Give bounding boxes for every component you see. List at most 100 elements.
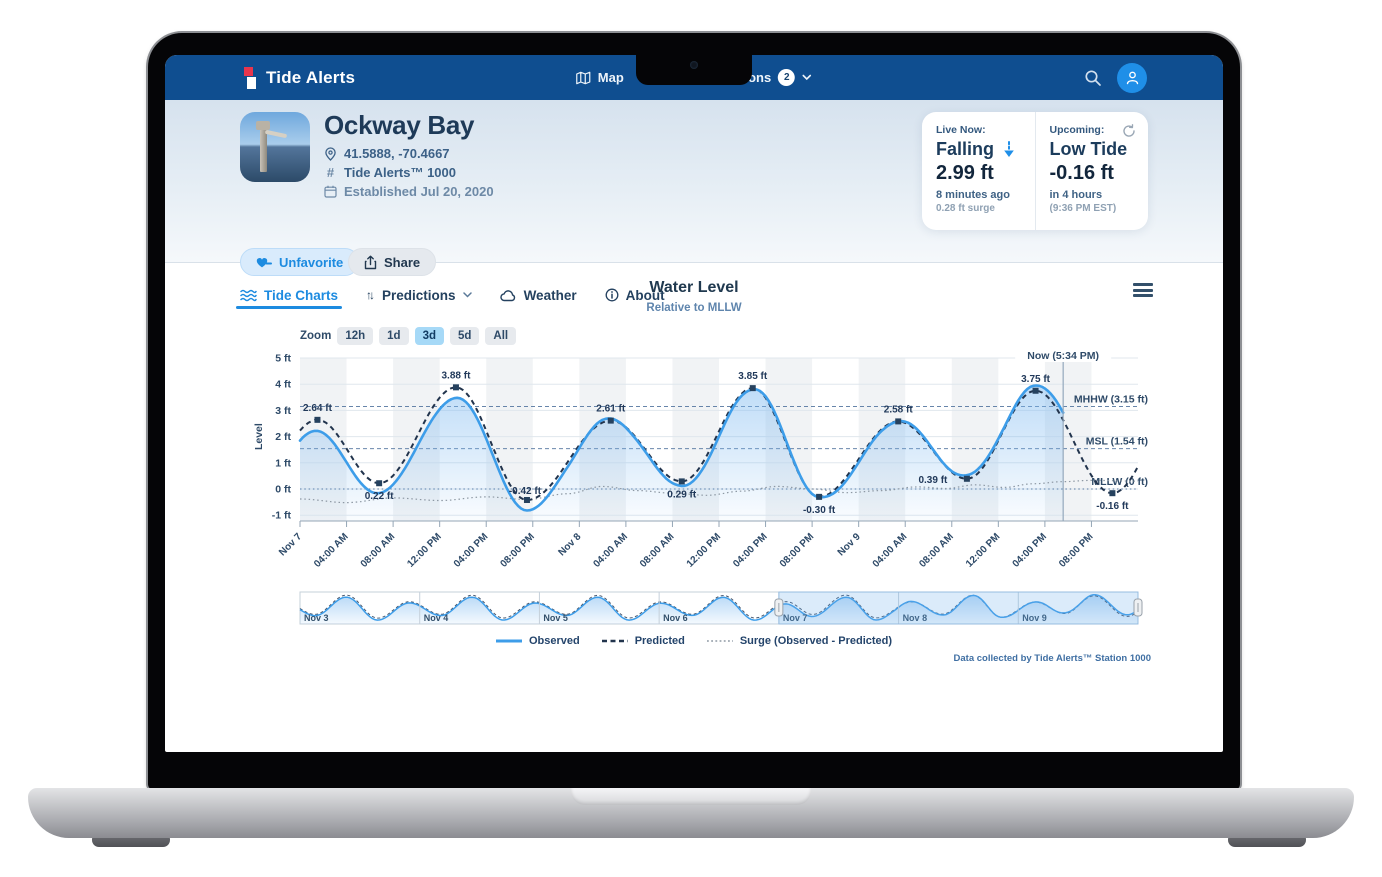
live-conditions-card: Live Now: Falling 2.99 ft 8 minutes ago … (922, 112, 1148, 230)
extreme-label: -0.42 ft (509, 486, 542, 497)
zoom-controls: Zoom 12h 1d 3d 5d All (300, 327, 517, 345)
x-axis-label: 08:00 AM (359, 531, 398, 570)
x-axis-label: Nov 9 (836, 531, 863, 558)
laptop-notch (636, 55, 752, 85)
nav-map-label: Map (597, 70, 624, 85)
search-icon[interactable] (1084, 69, 1102, 87)
nav-item-map[interactable]: Map (576, 70, 624, 85)
surge-line (300, 479, 1138, 504)
legend-observed[interactable]: Observed (495, 635, 580, 647)
navigator-day-label: Nov 6 (663, 613, 688, 623)
observed-line (298, 384, 1065, 512)
chevron-down-icon (462, 292, 472, 298)
tab-about[interactable]: About (605, 282, 665, 308)
x-axis-label: Nov 8 (556, 531, 583, 558)
zoom-option-5d[interactable]: 5d (449, 327, 480, 345)
info-icon (605, 288, 619, 302)
extreme-marker (1109, 490, 1116, 497)
navigator-selection[interactable] (778, 591, 1139, 625)
extreme-label: 2.58 ft (884, 404, 914, 415)
navigator-day-label: Nov 9 (1022, 613, 1047, 623)
navigator-day-label: Nov 4 (424, 613, 449, 623)
lid-scoop (571, 788, 811, 805)
chart-menu-icon[interactable] (1133, 283, 1153, 297)
upcoming-in: in 4 hours (1049, 189, 1103, 201)
zoom-option-3d[interactable]: 3d (414, 327, 444, 345)
zoom-option-12h[interactable]: 12h (337, 327, 374, 345)
chart-subtitle: Relative to MLLW (646, 302, 742, 314)
datum-label-mllw: MLLW (0 ft) (1091, 476, 1148, 488)
y-axis-label: 4 ft (275, 379, 291, 391)
y-axis-label: 5 ft (275, 353, 291, 365)
tide-trend: Falling (936, 139, 1035, 160)
surge-swatch (706, 640, 733, 642)
screen: Tide Alerts Map Favorite Stations 2 (165, 55, 1223, 752)
extreme-label: -0.30 ft (803, 505, 836, 516)
chevron-down-icon (802, 74, 812, 81)
y-axis-label: -1 ft (272, 510, 292, 522)
hash-icon: # (326, 165, 335, 180)
tide-alerts-logo-icon (243, 66, 257, 90)
tab-weather[interactable]: Weather (499, 282, 577, 308)
x-axis-label: 08:00 PM (778, 531, 816, 569)
extreme-marker (749, 385, 756, 392)
extreme-marker (376, 480, 383, 487)
zoom-option-1d[interactable]: 1d (379, 327, 409, 345)
extreme-marker (895, 418, 902, 425)
station-photo (240, 112, 310, 182)
extreme-label: 2.64 ft (303, 403, 333, 414)
now-label: Now (5:34 PM) (1027, 350, 1099, 362)
predicted-swatch (601, 639, 628, 643)
y-axis-label: 1 ft (275, 457, 291, 469)
tab-tide-charts[interactable]: Tide Charts (235, 282, 343, 309)
tab-predictions[interactable]: ↑↓ Predictions (366, 282, 472, 308)
unfavorite-button[interactable]: Unfavorite (240, 248, 360, 276)
laptop-foot-right (1228, 836, 1306, 847)
extreme-marker (1032, 387, 1039, 394)
x-axis-label: 04:00 AM (591, 531, 630, 570)
navigator-day-label: Nov 3 (304, 613, 329, 623)
extreme-marker (963, 475, 970, 482)
legend-surge[interactable]: Surge (Observed - Predicted) (706, 635, 892, 647)
station-name: Ockway Bay (324, 110, 475, 140)
x-axis-label: 08:00 PM (1057, 531, 1095, 569)
live-now-label: Live Now: (936, 124, 986, 136)
navigator-observed-line (299, 594, 1139, 621)
observed-swatch (495, 639, 522, 643)
x-axis-label: 04:00 AM (871, 531, 910, 570)
zoom-option-all[interactable]: All (485, 327, 517, 345)
share-button[interactable]: Share (348, 248, 437, 276)
legend-predicted[interactable]: Predicted (601, 635, 685, 647)
laptop-base (28, 788, 1354, 838)
live-now-panel: Live Now: Falling 2.99 ft 8 minutes ago … (922, 112, 1036, 230)
camera-dot (690, 61, 698, 69)
location-pin-icon (325, 146, 336, 161)
predicted-line (299, 386, 1139, 501)
station-header: Ockway Bay 41.5888, -70.4667 # Tide Aler… (165, 100, 1223, 309)
station-coordinates: 41.5888, -70.4667 (324, 146, 450, 161)
extreme-label: 3.85 ft (738, 371, 768, 382)
upcoming-level: -0.16 ft (1049, 162, 1114, 184)
brand[interactable]: Tide Alerts (243, 55, 355, 100)
chart-navigator[interactable]: Nov 3 Nov 4 Nov 5 Nov 6 Nov 7 Nov 8 Nov 9 (165, 591, 1223, 633)
updated-time: 8 minutes ago (936, 189, 1010, 201)
observed-area (300, 385, 1064, 521)
navigator-day-label: Nov 5 (543, 613, 568, 623)
y-axis-label: 2 ft (275, 431, 291, 443)
upcoming-event: Low Tide (1049, 139, 1128, 159)
share-icon (364, 255, 377, 269)
water-level-chart[interactable]: 5 ft 4 ft 3 ft 2 ft 1 ft 0 ft -1 ft Level MHHW (… (165, 345, 1223, 585)
refresh-icon[interactable] (1122, 124, 1136, 143)
extreme-label: 3.75 ft (1021, 374, 1051, 385)
station-established: Established Jul 20, 2020 (324, 184, 494, 199)
calendar-icon (324, 185, 337, 198)
x-axis-label: 12:00 PM (964, 531, 1002, 569)
y-axis-label: 3 ft (275, 405, 291, 417)
avatar[interactable] (1117, 62, 1147, 93)
falling-arrow-icon (1004, 140, 1014, 157)
chart-title: Water Level (649, 279, 739, 296)
navigator-day-label: Nov 8 (903, 613, 928, 623)
user-icon (1126, 71, 1138, 85)
upcoming-label: Upcoming: (1049, 124, 1105, 136)
x-axis-label: 04:00 PM (1011, 531, 1049, 569)
